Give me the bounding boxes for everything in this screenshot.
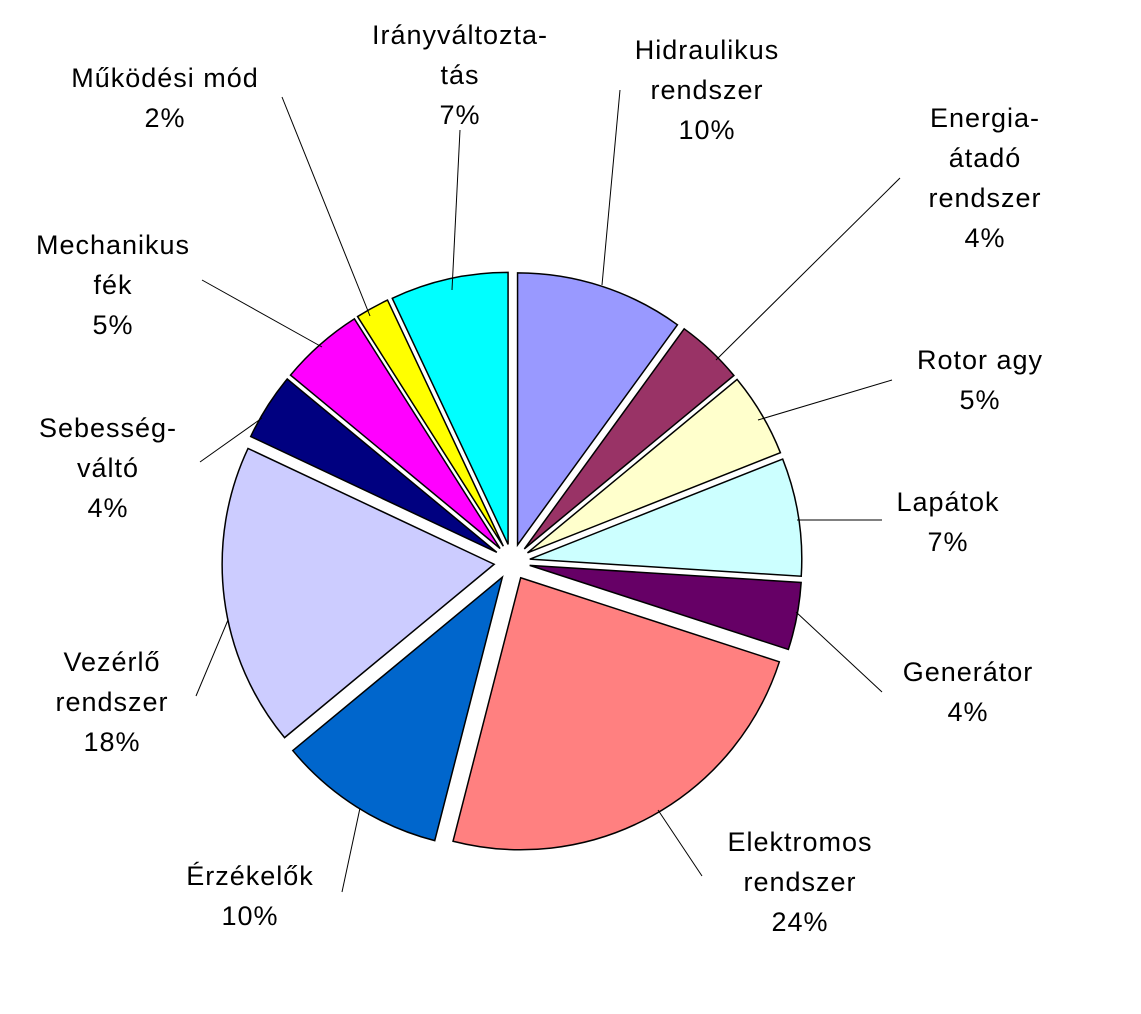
slice-label: Rotor agy 5%	[917, 340, 1043, 420]
category-label: Működési mód	[71, 63, 259, 93]
category-label: Energia- átadó rendszer	[928, 103, 1042, 213]
value-label: 5%	[92, 310, 134, 340]
leader-line	[757, 379, 893, 421]
leader-line	[341, 807, 361, 893]
slice-label: Energia- átadó rendszer 4%	[928, 98, 1041, 258]
leader-line	[281, 96, 371, 317]
slice-label: Lapátok 7%	[896, 482, 999, 562]
leader-line	[451, 129, 461, 291]
value-label: 10%	[221, 901, 279, 931]
category-label: Érzékelők	[186, 861, 314, 891]
pie-slice	[523, 327, 735, 550]
slice-label: Sebesség- váltó 4%	[39, 408, 177, 528]
slice-label: Érzékelők 10%	[186, 856, 314, 936]
pie-slice	[527, 378, 782, 554]
slice-label: Mechanikus fék 5%	[36, 225, 190, 345]
slice-label: Hidraulikus rendszer 10%	[635, 30, 780, 150]
value-label: 7%	[927, 527, 969, 557]
pie-slice	[249, 377, 498, 554]
pie-slice	[516, 272, 679, 548]
category-label: Lapátok	[896, 487, 1000, 517]
slice-label: Vezérlő rendszer 18%	[55, 642, 168, 762]
value-label: 4%	[87, 493, 129, 523]
pie-slice	[289, 317, 501, 550]
leader-line	[715, 177, 901, 361]
leader-line	[201, 279, 323, 348]
pie-slice	[221, 447, 496, 739]
pie-slice	[452, 576, 781, 851]
pie-slice	[356, 299, 505, 547]
pie-slice	[529, 564, 802, 651]
leader-line	[195, 619, 229, 697]
value-label: 10%	[678, 115, 736, 145]
category-label: Rotor agy	[916, 345, 1044, 375]
value-label: 18%	[83, 727, 141, 757]
slice-label: Irányváltozta- tás 7%	[372, 15, 548, 135]
value-label: 4%	[964, 223, 1006, 253]
leader-line	[199, 417, 263, 463]
category-label: Vezérlő rendszer	[55, 647, 169, 717]
value-label: 24%	[771, 907, 829, 937]
category-label: Irányváltozta- tás	[371, 20, 549, 90]
value-label: 2%	[144, 103, 186, 133]
category-label: Mechanikus fék	[35, 230, 191, 300]
category-label: Generátor	[902, 657, 1034, 687]
slice-label: Generátor 4%	[903, 652, 1034, 732]
slice-label: Működési mód 2%	[71, 58, 259, 138]
pie-slice	[291, 575, 504, 842]
leader-line	[657, 809, 703, 877]
category-label: Hidraulikus rendszer	[634, 35, 780, 105]
category-label: Sebesség- váltó	[38, 413, 178, 483]
pie-slice	[391, 271, 509, 545]
value-label: 4%	[947, 697, 989, 727]
category-label: Elektromos rendszer	[727, 827, 873, 897]
leader-line	[795, 611, 883, 693]
leader-line	[601, 89, 621, 286]
pie-slice	[529, 458, 803, 578]
value-label: 7%	[439, 100, 481, 130]
value-label: 5%	[959, 385, 1001, 415]
slice-label: Elektromos rendszer 24%	[727, 822, 872, 942]
